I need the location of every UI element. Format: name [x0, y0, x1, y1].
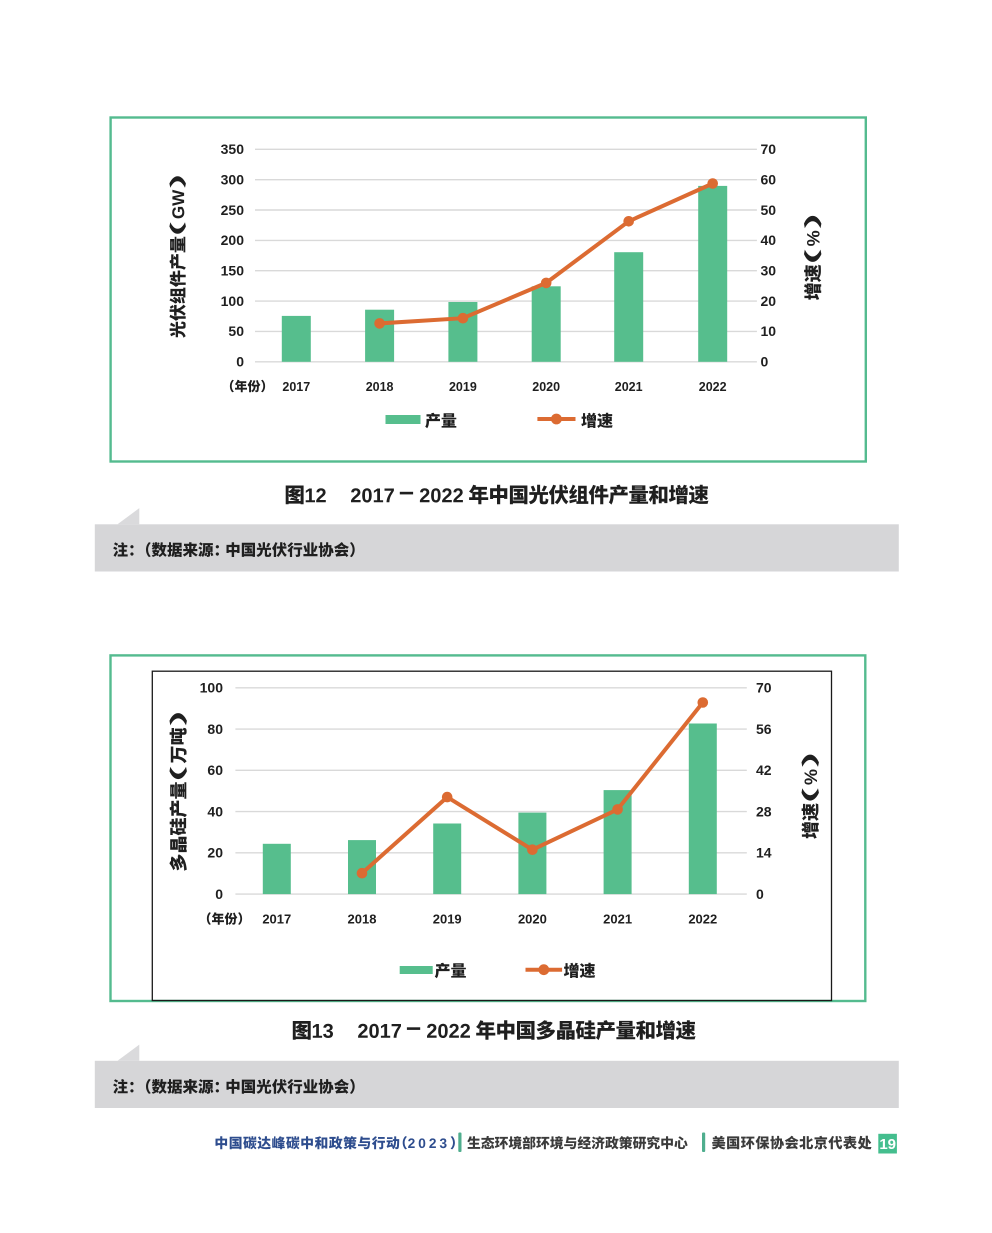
svg-text:2019: 2019	[433, 912, 462, 927]
svg-text:0: 0	[761, 354, 769, 370]
svg-text:10: 10	[761, 323, 777, 339]
svg-text:28: 28	[756, 803, 772, 819]
svg-text:100: 100	[221, 293, 245, 309]
svg-text:2018: 2018	[366, 380, 394, 394]
svg-text:20: 20	[761, 293, 777, 309]
svg-text:250: 250	[221, 202, 245, 218]
svg-text:14: 14	[756, 845, 772, 861]
svg-text:300: 300	[221, 172, 245, 188]
svg-text:2020: 2020	[518, 912, 547, 927]
svg-text:40: 40	[207, 803, 223, 819]
svg-text:2017: 2017	[282, 380, 310, 394]
svg-text:2021: 2021	[603, 912, 632, 927]
svg-text:80: 80	[207, 721, 223, 737]
svg-text:0: 0	[215, 886, 223, 902]
svg-text:2022: 2022	[688, 912, 717, 927]
svg-text:56: 56	[756, 721, 772, 737]
svg-text:2022: 2022	[699, 380, 727, 394]
svg-text:60: 60	[761, 172, 777, 188]
svg-text:2020: 2020	[532, 380, 560, 394]
svg-text:2019: 2019	[449, 380, 477, 394]
svg-text:350: 350	[221, 141, 245, 157]
svg-text:200: 200	[221, 232, 245, 248]
svg-text:42: 42	[756, 762, 772, 778]
svg-text:50: 50	[761, 202, 777, 218]
svg-text:19: 19	[879, 1136, 896, 1153]
svg-text:70: 70	[756, 680, 772, 696]
svg-text:60: 60	[207, 762, 223, 778]
svg-text:70: 70	[761, 141, 777, 157]
svg-text:40: 40	[761, 232, 777, 248]
svg-text:30: 30	[761, 263, 777, 279]
svg-text:50: 50	[228, 323, 244, 339]
svg-text:2018: 2018	[348, 912, 377, 927]
svg-text:2021: 2021	[615, 380, 643, 394]
svg-text:150: 150	[221, 263, 245, 279]
svg-text:20: 20	[207, 845, 223, 861]
svg-text:2017: 2017	[262, 912, 291, 927]
svg-text:0: 0	[756, 886, 764, 902]
svg-text:0: 0	[236, 354, 244, 370]
svg-text:100: 100	[200, 680, 224, 696]
